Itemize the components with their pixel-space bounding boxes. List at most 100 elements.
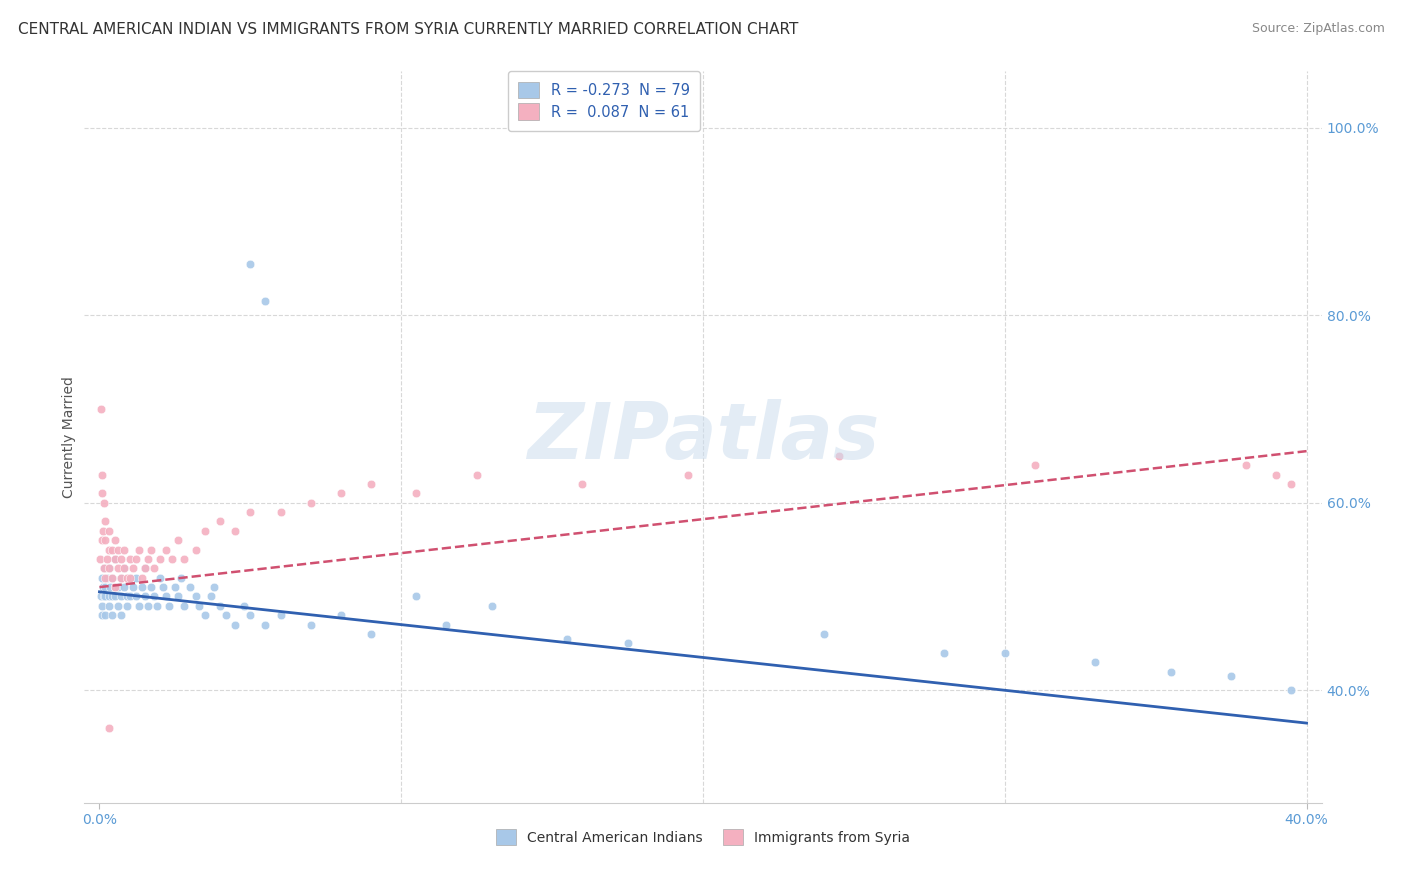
Point [173, 599, 195, 613]
Point [93, 561, 115, 575]
Point [91, 599, 114, 613]
Point [155, 590, 177, 604]
Point [91, 533, 114, 548]
Point [124, 552, 146, 566]
Point [555, 632, 578, 646]
Point [134, 561, 156, 575]
Point [209, 599, 232, 613]
Point [157, 599, 180, 613]
Point [103, 552, 125, 566]
Text: Source: ZipAtlas.com: Source: ZipAtlas.com [1251, 22, 1385, 36]
Point [139, 580, 162, 594]
Point [616, 636, 638, 650]
Point [128, 542, 150, 557]
Point [131, 571, 153, 585]
Point [90, 467, 112, 482]
Point [93, 496, 115, 510]
Point [97, 561, 120, 575]
Point [828, 449, 851, 463]
Point [360, 477, 382, 491]
Point [124, 590, 146, 604]
Point [91, 486, 114, 500]
Point [94, 533, 117, 548]
Point [96, 552, 118, 566]
Point [93, 561, 115, 575]
Point [465, 467, 488, 482]
Point [103, 580, 125, 594]
Point [110, 571, 132, 585]
Point [149, 571, 172, 585]
Point [97, 721, 120, 735]
Point [94, 580, 117, 594]
Point [270, 608, 292, 623]
Point [254, 617, 277, 632]
Point [360, 627, 382, 641]
Point [100, 571, 122, 585]
Point [481, 599, 503, 613]
Point [110, 571, 132, 585]
Point [934, 646, 956, 660]
Point [194, 608, 217, 623]
Point [239, 608, 262, 623]
Point [1220, 669, 1243, 683]
Point [100, 542, 122, 557]
Point [571, 477, 593, 491]
Point [98, 580, 121, 594]
Point [124, 571, 146, 585]
Point [103, 590, 125, 604]
Point [173, 552, 195, 566]
Point [184, 542, 207, 557]
Point [134, 561, 156, 575]
Point [142, 590, 165, 604]
Point [170, 571, 193, 585]
Point [91, 524, 114, 538]
Point [118, 590, 141, 604]
Text: ZIPatlas: ZIPatlas [527, 399, 879, 475]
Point [94, 590, 117, 604]
Point [91, 580, 114, 594]
Point [97, 599, 120, 613]
Point [103, 580, 125, 594]
Point [188, 599, 211, 613]
Point [112, 561, 135, 575]
Point [107, 561, 129, 575]
Point [94, 571, 117, 585]
Point [329, 486, 352, 500]
Point [90, 608, 112, 623]
Point [107, 542, 129, 557]
Point [299, 496, 322, 510]
Point [136, 552, 159, 566]
Point [1084, 655, 1107, 669]
Point [100, 571, 122, 585]
Point [200, 590, 222, 604]
Point [254, 294, 277, 309]
Point [100, 608, 122, 623]
Point [994, 646, 1017, 660]
Point [405, 590, 427, 604]
Legend: Central American Indians, Immigrants from Syria: Central American Indians, Immigrants fro… [491, 823, 915, 851]
Point [224, 524, 246, 538]
Point [97, 542, 120, 557]
Y-axis label: Currently Married: Currently Married [62, 376, 76, 498]
Point [209, 515, 232, 529]
Point [163, 580, 186, 594]
Point [270, 505, 292, 519]
Point [90, 590, 112, 604]
Point [115, 571, 138, 585]
Point [136, 599, 159, 613]
Point [100, 590, 122, 604]
Point [215, 608, 238, 623]
Point [118, 571, 141, 585]
Point [97, 524, 120, 538]
Point [436, 617, 458, 632]
Point [239, 257, 262, 271]
Point [405, 486, 427, 500]
Point [239, 505, 262, 519]
Point [146, 599, 169, 613]
Point [1265, 467, 1288, 482]
Point [110, 552, 132, 566]
Point [1024, 458, 1046, 473]
Point [194, 524, 217, 538]
Point [1281, 683, 1303, 698]
Point [1281, 477, 1303, 491]
